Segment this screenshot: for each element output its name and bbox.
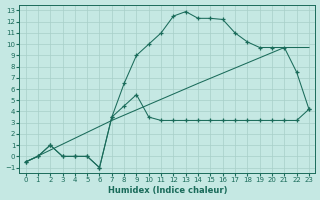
X-axis label: Humidex (Indice chaleur): Humidex (Indice chaleur) [108,186,227,195]
